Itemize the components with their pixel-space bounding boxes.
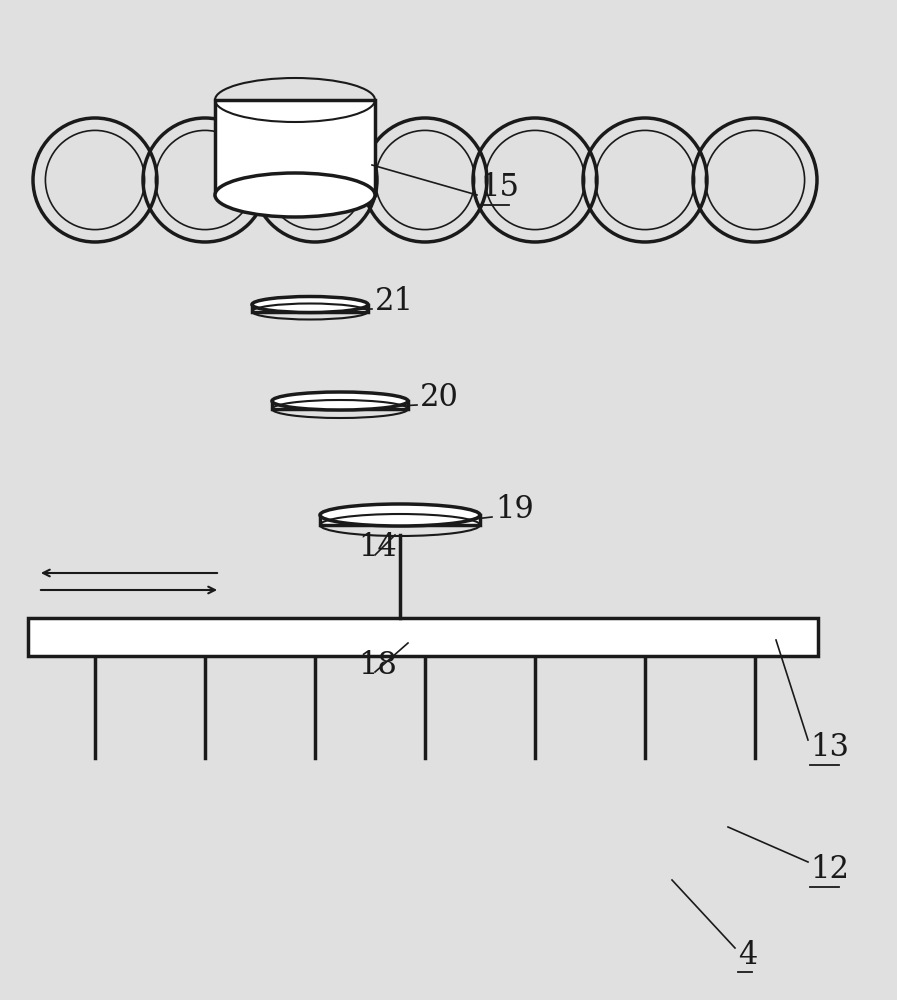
Text: 13: 13	[810, 732, 849, 764]
Bar	[252, 304, 368, 312]
Bar	[320, 515, 480, 525]
Text: 12: 12	[810, 854, 849, 886]
Text: 15: 15	[480, 172, 519, 204]
Bar	[272, 401, 408, 409]
Text: 18: 18	[358, 650, 396, 680]
Text: 4: 4	[738, 940, 757, 970]
Ellipse shape	[215, 173, 375, 217]
Bar	[215, 100, 375, 195]
Bar	[28, 618, 818, 656]
Text: 19: 19	[495, 494, 534, 526]
Ellipse shape	[252, 296, 368, 312]
Text: 20: 20	[420, 382, 459, 414]
Text: 21: 21	[375, 286, 414, 318]
Ellipse shape	[272, 392, 408, 410]
Text: 14: 14	[358, 532, 396, 564]
Ellipse shape	[320, 504, 480, 526]
